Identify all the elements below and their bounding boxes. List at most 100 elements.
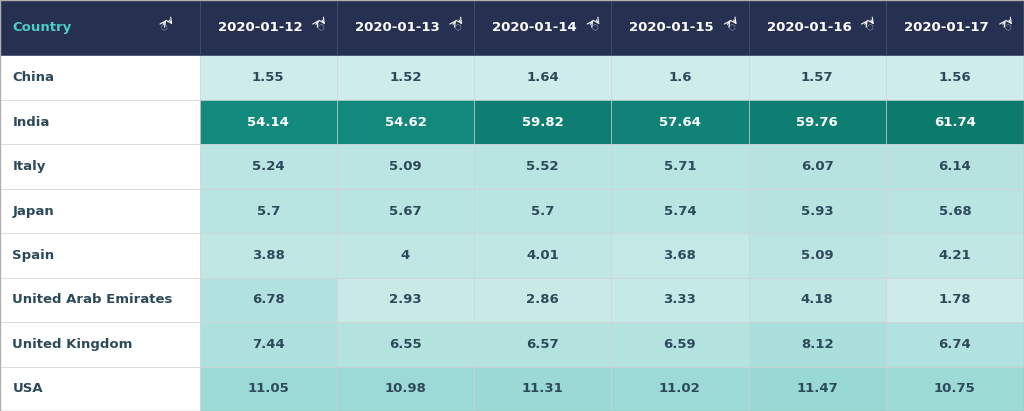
- Text: 59.82: 59.82: [522, 115, 563, 129]
- Text: 10.98: 10.98: [385, 382, 426, 395]
- Bar: [200, 189, 337, 233]
- Bar: [474, 233, 611, 278]
- Text: 3.33: 3.33: [664, 293, 696, 307]
- Text: ⬡: ⬡: [866, 23, 872, 32]
- Bar: [749, 100, 886, 144]
- Text: ⬡: ⬡: [455, 23, 461, 32]
- Text: 11.02: 11.02: [659, 382, 700, 395]
- Text: 4.18: 4.18: [801, 293, 834, 307]
- Text: 2020-01-15: 2020-01-15: [630, 21, 714, 34]
- Bar: [337, 100, 474, 144]
- Bar: [611, 55, 749, 100]
- Text: 7.44: 7.44: [252, 338, 285, 351]
- Text: 57.64: 57.64: [659, 115, 700, 129]
- Text: 4.21: 4.21: [939, 249, 971, 262]
- Text: 2020-01-17: 2020-01-17: [904, 21, 989, 34]
- Bar: [474, 0, 611, 55]
- Text: ⬡: ⬡: [317, 23, 324, 32]
- Bar: [749, 322, 886, 367]
- Text: 2.93: 2.93: [389, 293, 422, 307]
- Bar: [0, 144, 200, 189]
- Bar: [200, 367, 337, 411]
- Text: 5.7: 5.7: [257, 205, 280, 217]
- Text: 1.55: 1.55: [252, 71, 285, 84]
- Bar: [886, 144, 1024, 189]
- Text: 2020-01-12: 2020-01-12: [218, 21, 302, 34]
- Bar: [200, 0, 337, 55]
- Bar: [611, 322, 749, 367]
- Bar: [474, 278, 611, 322]
- Bar: [474, 322, 611, 367]
- Text: Italy: Italy: [12, 160, 46, 173]
- Text: 5.52: 5.52: [526, 160, 559, 173]
- Text: 6.07: 6.07: [801, 160, 834, 173]
- Text: 2020-01-14: 2020-01-14: [493, 21, 577, 34]
- Text: 6.14: 6.14: [939, 160, 971, 173]
- Bar: [611, 100, 749, 144]
- Text: 2020-01-13: 2020-01-13: [355, 21, 439, 34]
- Text: Japan: Japan: [12, 205, 54, 217]
- Text: 5.7: 5.7: [531, 205, 554, 217]
- Text: 5.68: 5.68: [939, 205, 971, 217]
- Text: 10.75: 10.75: [934, 382, 976, 395]
- Text: Spain: Spain: [12, 249, 54, 262]
- Bar: [749, 55, 886, 100]
- Bar: [337, 144, 474, 189]
- Text: 54.62: 54.62: [385, 115, 426, 129]
- Bar: [749, 367, 886, 411]
- Text: 11.05: 11.05: [248, 382, 289, 395]
- Text: 5.09: 5.09: [389, 160, 422, 173]
- Bar: [886, 278, 1024, 322]
- Bar: [0, 55, 200, 100]
- Text: 3.68: 3.68: [664, 249, 696, 262]
- Text: United Kingdom: United Kingdom: [12, 338, 133, 351]
- Bar: [474, 144, 611, 189]
- Bar: [749, 0, 886, 55]
- Bar: [611, 278, 749, 322]
- Text: 4.01: 4.01: [526, 249, 559, 262]
- Bar: [200, 144, 337, 189]
- Text: 11.47: 11.47: [797, 382, 838, 395]
- Bar: [200, 233, 337, 278]
- Text: 1.57: 1.57: [801, 71, 834, 84]
- Bar: [200, 322, 337, 367]
- Bar: [0, 278, 200, 322]
- Text: 11.31: 11.31: [522, 382, 563, 395]
- Text: 61.74: 61.74: [934, 115, 976, 129]
- Bar: [611, 367, 749, 411]
- Bar: [337, 55, 474, 100]
- Text: 5.09: 5.09: [801, 249, 834, 262]
- Bar: [886, 189, 1024, 233]
- Text: 6.57: 6.57: [526, 338, 559, 351]
- Bar: [886, 55, 1024, 100]
- Text: ⬡: ⬡: [729, 23, 735, 32]
- Bar: [886, 322, 1024, 367]
- Bar: [0, 322, 200, 367]
- Bar: [337, 0, 474, 55]
- Text: 1.64: 1.64: [526, 71, 559, 84]
- Bar: [611, 189, 749, 233]
- Bar: [886, 233, 1024, 278]
- Text: 5.71: 5.71: [664, 160, 696, 173]
- Text: 5.67: 5.67: [389, 205, 422, 217]
- Text: 1.52: 1.52: [389, 71, 422, 84]
- Text: 5.74: 5.74: [664, 205, 696, 217]
- Text: United Arab Emirates: United Arab Emirates: [12, 293, 173, 307]
- Text: 2.86: 2.86: [526, 293, 559, 307]
- Bar: [611, 233, 749, 278]
- Bar: [0, 367, 200, 411]
- Bar: [886, 367, 1024, 411]
- Bar: [749, 189, 886, 233]
- Text: 1.78: 1.78: [939, 293, 971, 307]
- Text: 5.93: 5.93: [801, 205, 834, 217]
- Bar: [337, 189, 474, 233]
- Bar: [200, 278, 337, 322]
- Text: 1.6: 1.6: [669, 71, 691, 84]
- Bar: [0, 100, 200, 144]
- Bar: [886, 0, 1024, 55]
- Bar: [474, 367, 611, 411]
- Bar: [0, 189, 200, 233]
- Text: USA: USA: [12, 382, 43, 395]
- Text: 5.24: 5.24: [252, 160, 285, 173]
- Bar: [0, 233, 200, 278]
